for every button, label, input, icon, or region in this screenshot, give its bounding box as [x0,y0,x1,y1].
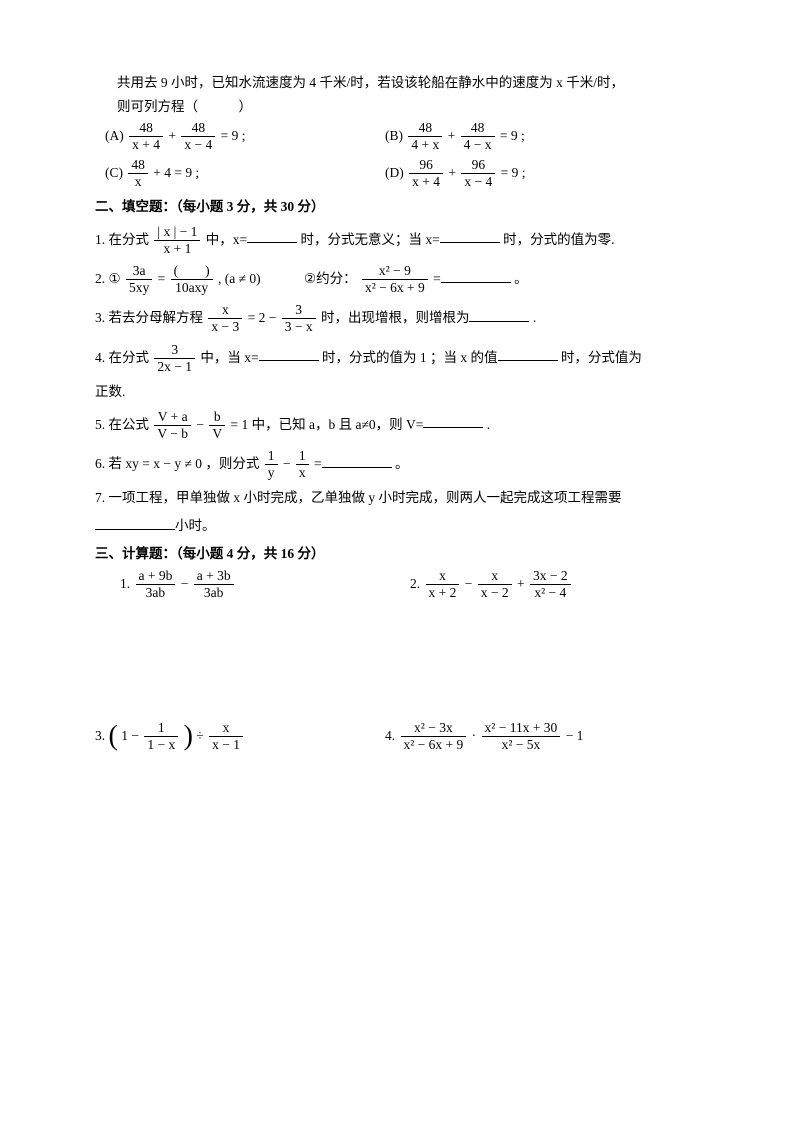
fill-q6: 6. 若 xy = x − y ≠ 0 ，则分式 1y − 1x = 。 [95,448,709,481]
optB-frac2: 484 − x [461,120,495,153]
fill-q7-l1: 7. 一项工程，甲单独做 x 小时完成，乙单独做 y 小时完成，则两人一起完成这… [95,487,709,509]
intro-line1: 共用去 9 小时，已知水流速度为 4 千米/时，若设该轮船在静水中的速度为 x … [117,72,709,94]
fill-q3: 3. 若去分母解方程 xx − 3 = 2 − 33 − x 时，出现增根，则增… [95,302,709,335]
optD-label: (D) [385,164,404,179]
intro-line2: 则可列方程（ ） [117,96,709,118]
blank [95,515,175,530]
option-row-1: (A) 48x + 4 + 48x − 4 = 9 ; (B) 484 + x … [105,120,709,153]
optD-frac1: 96x + 4 [409,157,443,190]
optA-frac1: 48x + 4 [129,120,163,153]
fill-q4-tail: 正数. [95,381,709,403]
section-3-title: 三、计算题：（每小题 4 分，共 16 分） [95,543,709,565]
optB-eq: = 9 ; [500,128,525,143]
section-2-title: 二、填空题：（每小题 3 分，共 30 分） [95,196,709,218]
blank [247,228,297,243]
blank [259,346,319,361]
blank [469,307,529,322]
optA-eq: = 9 ; [221,128,246,143]
optC-label: (C) [105,164,123,179]
fill-q7-l2: 小时。 [95,515,709,537]
optA-label: (A) [105,128,124,143]
blank [423,413,483,428]
optD-frac2: 96x − 4 [461,157,495,190]
blank [498,346,558,361]
option-row-2: (C) 48x + 4 = 9 ; (D) 96x + 4 + 96x − 4 … [105,157,709,190]
optB-label: (B) [385,128,403,143]
optC-frac: 48x [128,157,148,190]
fill-q1: 1. 在分式 | x | − 1x + 1 中，x= 时，分式无意义；当 x= … [95,224,709,257]
optD-eq: = 9 ; [501,164,526,179]
fill-q2: 2. ① 3a5xy = ( )10axy , (a ≠ 0) ②约分： x² … [95,263,709,296]
optB-frac1: 484 + x [408,120,442,153]
fill-q4: 4. 在分式 32x − 1 中，当 x= 时，分式的值为 1 ；当 x 的值 … [95,342,709,375]
fill-q5: 5. 在公式 V + aV − b − bV = 1 中，已知 a，b 且 a≠… [95,409,709,442]
calc-row-1: 1. a + 9b3ab − a + 3b3ab 2. xx + 2 − xx … [120,568,709,601]
blank [322,453,392,468]
calc-row-2: 3. ( 1 − 11 − x ) ÷ xx − 1 4. x² − 3xx² … [95,720,709,753]
blank [441,268,511,283]
blank [440,228,500,243]
optA-frac2: 48x − 4 [181,120,215,153]
optC-tail: + 4 = 9 ; [153,164,199,179]
